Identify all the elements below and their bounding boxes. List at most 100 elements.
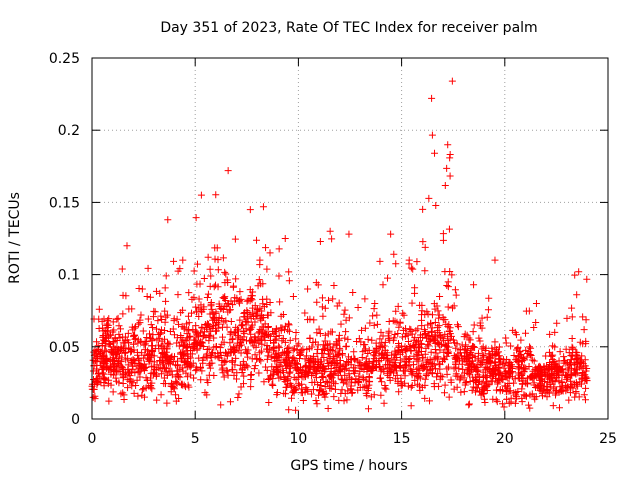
data-point	[157, 391, 165, 399]
data-point	[444, 337, 452, 345]
data-point	[111, 335, 119, 343]
data-point	[400, 311, 408, 319]
data-point	[370, 391, 378, 399]
data-point	[327, 328, 335, 336]
data-point	[427, 320, 435, 328]
data-point	[190, 374, 198, 382]
data-point	[302, 352, 310, 360]
data-point	[373, 311, 381, 319]
data-point	[526, 404, 534, 412]
y-tick-label: 0.15	[49, 195, 80, 211]
data-point	[129, 326, 137, 334]
data-point	[173, 334, 181, 342]
data-point	[373, 320, 381, 328]
data-point	[264, 375, 272, 383]
data-point	[129, 333, 137, 341]
data-point	[453, 340, 461, 348]
data-point	[170, 331, 178, 339]
data-point	[444, 141, 452, 149]
data-point	[321, 304, 329, 312]
data-point	[502, 382, 510, 390]
data-point	[290, 354, 298, 362]
data-point	[285, 321, 293, 329]
data-point	[469, 328, 477, 336]
data-point	[328, 235, 336, 243]
data-point	[460, 388, 468, 396]
data-point	[236, 316, 244, 324]
data-point	[421, 394, 429, 402]
data-point	[162, 297, 170, 305]
data-point	[364, 365, 372, 373]
data-point	[110, 343, 118, 351]
data-point	[226, 306, 234, 314]
data-point	[153, 396, 161, 404]
data-point	[147, 334, 155, 342]
data-point	[377, 343, 385, 351]
data-point	[482, 374, 490, 382]
data-point	[497, 355, 505, 363]
data-point	[104, 316, 112, 324]
data-point	[261, 336, 269, 344]
data-point	[90, 348, 98, 356]
data-point	[395, 346, 403, 354]
data-point	[450, 385, 458, 393]
data-point	[475, 373, 483, 381]
data-point	[463, 354, 471, 362]
data-point	[421, 267, 429, 275]
data-point	[306, 334, 314, 342]
data-point	[285, 406, 293, 414]
data-point	[134, 320, 142, 328]
data-point	[473, 368, 481, 376]
data-point	[560, 353, 568, 361]
data-point	[370, 321, 378, 329]
data-point	[582, 384, 590, 392]
data-point	[376, 257, 384, 265]
data-point	[95, 369, 103, 377]
data-point	[562, 345, 570, 353]
data-point	[549, 402, 557, 410]
data-point	[163, 311, 171, 319]
data-point	[391, 330, 399, 338]
data-point	[416, 301, 424, 309]
data-point	[327, 370, 335, 378]
data-point	[105, 315, 113, 323]
data-point	[122, 292, 130, 300]
data-point	[362, 345, 370, 353]
data-point	[336, 346, 344, 354]
data-point	[318, 294, 326, 302]
data-point	[501, 359, 509, 367]
data-point	[441, 341, 449, 349]
data-point	[209, 348, 217, 356]
data-point	[341, 371, 349, 379]
data-point	[380, 367, 388, 375]
data-point	[250, 365, 258, 373]
data-point	[522, 392, 530, 400]
data-point	[102, 363, 110, 371]
data-point	[96, 348, 104, 356]
data-point	[453, 321, 461, 329]
data-point	[93, 338, 101, 346]
data-point	[530, 357, 538, 365]
data-point	[253, 236, 261, 244]
data-point	[431, 149, 439, 157]
data-point	[495, 371, 503, 379]
data-point	[364, 384, 372, 392]
data-point	[213, 244, 221, 252]
data-point	[189, 326, 197, 334]
data-point	[356, 384, 364, 392]
data-point	[243, 350, 251, 358]
data-point	[446, 172, 454, 180]
data-point	[197, 306, 205, 314]
data-point	[355, 372, 363, 380]
data-point	[355, 335, 363, 343]
data-point	[212, 191, 220, 199]
data-point	[382, 361, 390, 369]
data-point	[484, 306, 492, 314]
data-point	[320, 368, 328, 376]
data-point	[115, 322, 123, 330]
peak-data-point	[326, 227, 334, 235]
peak-data-point	[491, 256, 499, 264]
data-point	[148, 379, 156, 387]
data-point	[418, 311, 426, 319]
data-point	[332, 359, 340, 367]
